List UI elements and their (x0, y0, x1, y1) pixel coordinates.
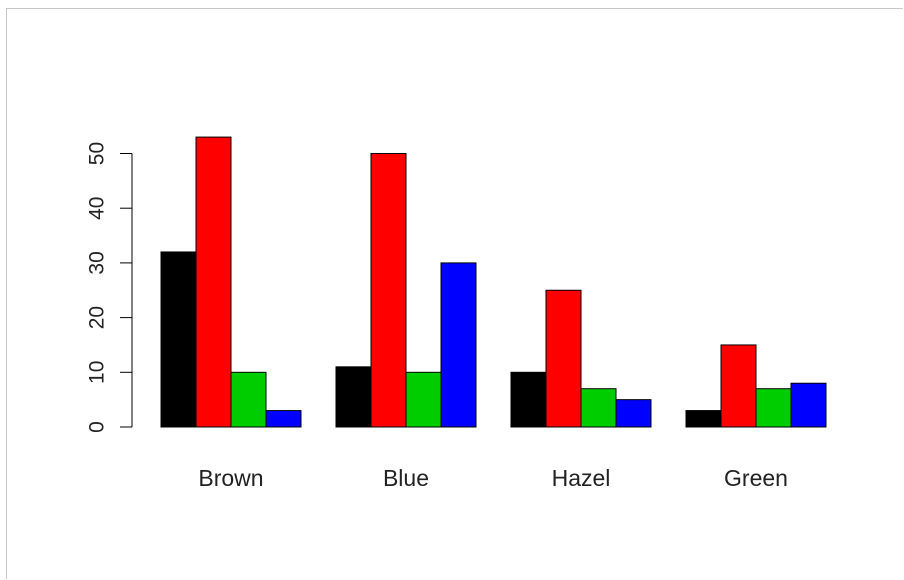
bar-green-1 (685, 410, 722, 428)
y-tick-label: 30 (86, 251, 109, 274)
category-labels: Brown Blue Hazel Green (198, 465, 788, 491)
category-label-brown: Brown (198, 465, 263, 491)
y-tick-label: 0 (86, 421, 109, 433)
bar-hazel-4 (615, 399, 652, 428)
bar-hazel-3 (580, 388, 617, 428)
bar-blue-4 (440, 262, 477, 428)
y-tick-label: 10 (86, 361, 109, 384)
bar-blue-2 (370, 153, 407, 428)
category-label-blue: Blue (383, 465, 429, 491)
bar-green-4 (790, 382, 827, 428)
bar-blue-3 (405, 371, 442, 428)
bar-brown-2 (195, 136, 232, 428)
y-tick-label: 20 (86, 306, 109, 329)
bar-hazel-2 (545, 289, 582, 428)
y-axis: 0 10 20 30 40 50 (86, 142, 133, 433)
bar-blue-1 (335, 366, 372, 428)
y-tick-label: 40 (86, 197, 109, 220)
bar-brown-3 (230, 371, 267, 428)
category-label-hazel: Hazel (552, 465, 611, 491)
bars (160, 136, 827, 428)
y-tick-label: 50 (86, 142, 109, 165)
bar-green-2 (720, 344, 757, 428)
bar-hazel-1 (510, 371, 547, 428)
category-label-green: Green (724, 465, 788, 491)
bar-brown-4 (265, 410, 302, 428)
bar-green-3 (755, 388, 792, 428)
bar-brown-1 (160, 251, 197, 428)
